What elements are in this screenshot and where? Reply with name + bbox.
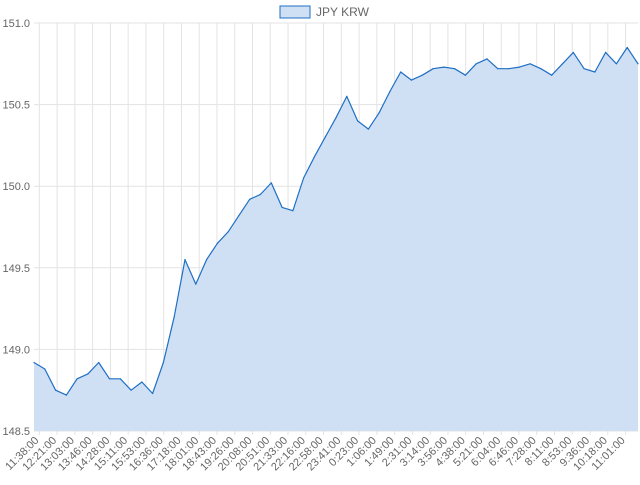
data-point bbox=[551, 74, 553, 76]
data-point bbox=[216, 242, 218, 244]
data-point bbox=[152, 392, 154, 395]
data-point bbox=[44, 368, 46, 370]
y-tick-label: 151.0 bbox=[2, 18, 30, 30]
data-point bbox=[357, 120, 359, 122]
data-point bbox=[130, 389, 132, 391]
data-point bbox=[303, 177, 305, 179]
data-point bbox=[65, 394, 67, 396]
data-point bbox=[292, 210, 294, 212]
data-point bbox=[238, 215, 240, 217]
data-point bbox=[378, 112, 380, 114]
data-point bbox=[443, 66, 445, 68]
data-point bbox=[626, 46, 628, 49]
data-point bbox=[615, 63, 618, 65]
data-point bbox=[583, 68, 585, 70]
data-point bbox=[324, 136, 326, 138]
data-point bbox=[486, 58, 488, 60]
data-point bbox=[400, 71, 402, 73]
data-point bbox=[119, 378, 121, 380]
data-point bbox=[195, 283, 197, 285]
data-point bbox=[540, 68, 542, 70]
data-point bbox=[508, 68, 510, 70]
data-point bbox=[87, 373, 89, 375]
data-point bbox=[33, 361, 35, 364]
data-point bbox=[76, 378, 78, 380]
data-point bbox=[389, 90, 391, 93]
data-point bbox=[497, 68, 499, 70]
y-tick-label: 150.5 bbox=[2, 100, 30, 112]
series-area bbox=[33, 46, 639, 431]
y-tick-label: 149.0 bbox=[2, 344, 30, 356]
data-point bbox=[98, 361, 100, 364]
data-point bbox=[594, 71, 596, 73]
data-point bbox=[518, 66, 521, 68]
data-point bbox=[572, 51, 574, 54]
series-area-fill bbox=[34, 47, 638, 431]
data-point bbox=[270, 182, 272, 184]
data-point bbox=[206, 259, 208, 261]
legend[interactable]: JPY KRW bbox=[279, 5, 370, 19]
data-point bbox=[529, 63, 531, 65]
data-point bbox=[162, 361, 164, 364]
data-point bbox=[464, 74, 466, 76]
data-point bbox=[367, 128, 369, 130]
data-point bbox=[227, 231, 229, 233]
legend-label: JPY KRW bbox=[316, 5, 370, 19]
data-point bbox=[346, 95, 348, 97]
data-point bbox=[108, 378, 111, 380]
y-tick-label: 150.0 bbox=[2, 181, 30, 193]
data-point bbox=[55, 389, 57, 391]
data-point bbox=[475, 63, 477, 65]
y-tick-label: 148.5 bbox=[2, 426, 30, 438]
data-point bbox=[432, 68, 434, 70]
data-point bbox=[259, 193, 262, 195]
data-point bbox=[281, 206, 283, 208]
data-point bbox=[637, 63, 639, 65]
data-point bbox=[410, 79, 413, 81]
data-point bbox=[561, 63, 564, 65]
data-point bbox=[335, 117, 337, 119]
data-point bbox=[141, 381, 143, 383]
data-point bbox=[454, 68, 456, 70]
data-point bbox=[605, 51, 607, 54]
data-point bbox=[421, 74, 423, 76]
data-point bbox=[249, 198, 251, 200]
data-point bbox=[173, 316, 175, 318]
y-tick-label: 149.5 bbox=[2, 263, 30, 275]
data-point bbox=[184, 259, 186, 261]
data-point bbox=[313, 156, 315, 158]
legend-swatch bbox=[279, 5, 311, 19]
